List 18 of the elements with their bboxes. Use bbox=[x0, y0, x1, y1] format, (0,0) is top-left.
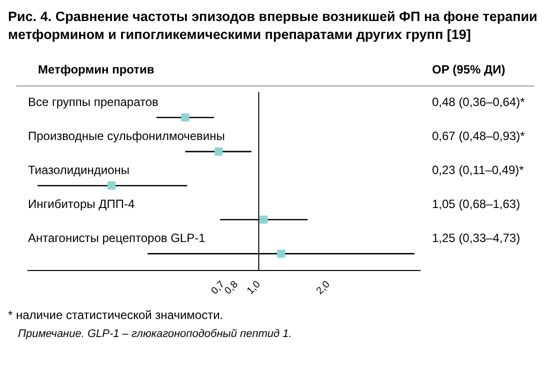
chart-title: Рис. 4. Сравнение частоты эпизодов впервые возникшей ФП на фоне терапии метформином и гипогликемическими препаратами других групп [19] bbox=[8, 8, 538, 44]
x-tick-label: 0,8 bbox=[222, 278, 241, 297]
y-tick-label: Антагонисты рецепторов GLP-1 bbox=[28, 230, 206, 245]
data-label: 1,05 (0,68–1,63) bbox=[432, 196, 520, 211]
data-label: 0,23 (0,11–0,49)* bbox=[432, 162, 524, 177]
y2-axis-title: ОР (95% ДИ) bbox=[432, 62, 506, 76]
x-tick-label: 1,0 bbox=[245, 278, 264, 297]
text: * наличие статистической значимости. bbox=[8, 308, 224, 322]
text: Примечание. GLP-1 – глюкагоноподобный пептид 1. bbox=[18, 328, 293, 340]
y-tick-label: Тиазолидиндионы bbox=[28, 162, 130, 177]
data-label: 0,48 (0,36–0,64)* bbox=[432, 94, 526, 109]
x-tick-label: 2,0 bbox=[314, 278, 333, 297]
y-tick-label: Производные сульфонилмочевины bbox=[28, 128, 225, 143]
y-tick-label: Ингибиторы ДПП-4 bbox=[28, 196, 135, 211]
y-tick-label: Все группы препаратов bbox=[28, 94, 158, 109]
data-label: 0,67 (0,48–0,93)* bbox=[432, 128, 526, 143]
data-label: 1,25 (0,33–4,73) bbox=[432, 230, 520, 245]
y-axis-title: Метформин против bbox=[38, 62, 154, 76]
